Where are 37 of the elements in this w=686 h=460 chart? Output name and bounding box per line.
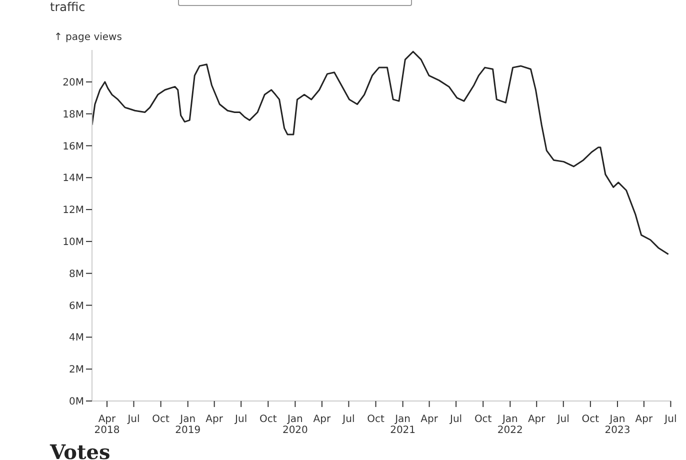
- y-tick-label: 2M: [69, 364, 84, 376]
- x-tick-label: Jan 2021: [390, 414, 416, 436]
- x-tick-label: Jul: [342, 414, 355, 425]
- y-axis-title: ↑ page views: [54, 32, 122, 43]
- x-tick-label: Oct: [582, 414, 600, 425]
- x-tick-label: Jan 2023: [604, 414, 630, 436]
- y-tick-label: 6M: [69, 300, 84, 312]
- x-tick-label: Apr: [635, 414, 654, 425]
- x-tick-label: Jan 2019: [175, 414, 201, 436]
- x-tick-label: Oct: [474, 414, 492, 425]
- y-tick-label: 4M: [69, 332, 84, 344]
- text: traffic: [50, 0, 86, 14]
- x-tick-label: Jul: [449, 414, 462, 425]
- x-tick-label: Jul: [234, 414, 248, 425]
- x-tick-label: Oct: [367, 414, 384, 425]
- x-tick-label: Oct: [152, 414, 170, 425]
- y-tick-label: 0M: [69, 396, 84, 408]
- y-tick-label: 20M: [62, 77, 84, 88]
- x-tick-label: Jan 2022: [497, 414, 523, 436]
- y-tick-label: 18M: [62, 109, 84, 120]
- x-tick-label: Apr 2018: [94, 414, 120, 436]
- x-tick-label: Apr: [313, 414, 332, 425]
- x-tick-label: Oct: [259, 414, 277, 425]
- x-tick-label: Jan 2020: [282, 414, 308, 436]
- x-tick-label: Jul: [126, 414, 140, 425]
- y-tick-label: 12M: [62, 205, 84, 216]
- y-tick-label: 16M: [62, 141, 84, 152]
- y-tick-label: 14M: [62, 173, 84, 184]
- x-tick-label: Jul: [556, 414, 570, 425]
- x-tick-label: Apr: [206, 414, 224, 425]
- line-series: [92, 50, 670, 255]
- text: Votes: [50, 440, 110, 460]
- x-tick-label: Apr: [528, 414, 546, 425]
- x-tick-label: Apr: [420, 414, 439, 425]
- y-tick-label: 8M: [69, 268, 84, 280]
- y-tick-label: 10M: [62, 237, 84, 248]
- x-tick-label: Jul: [664, 414, 677, 425]
